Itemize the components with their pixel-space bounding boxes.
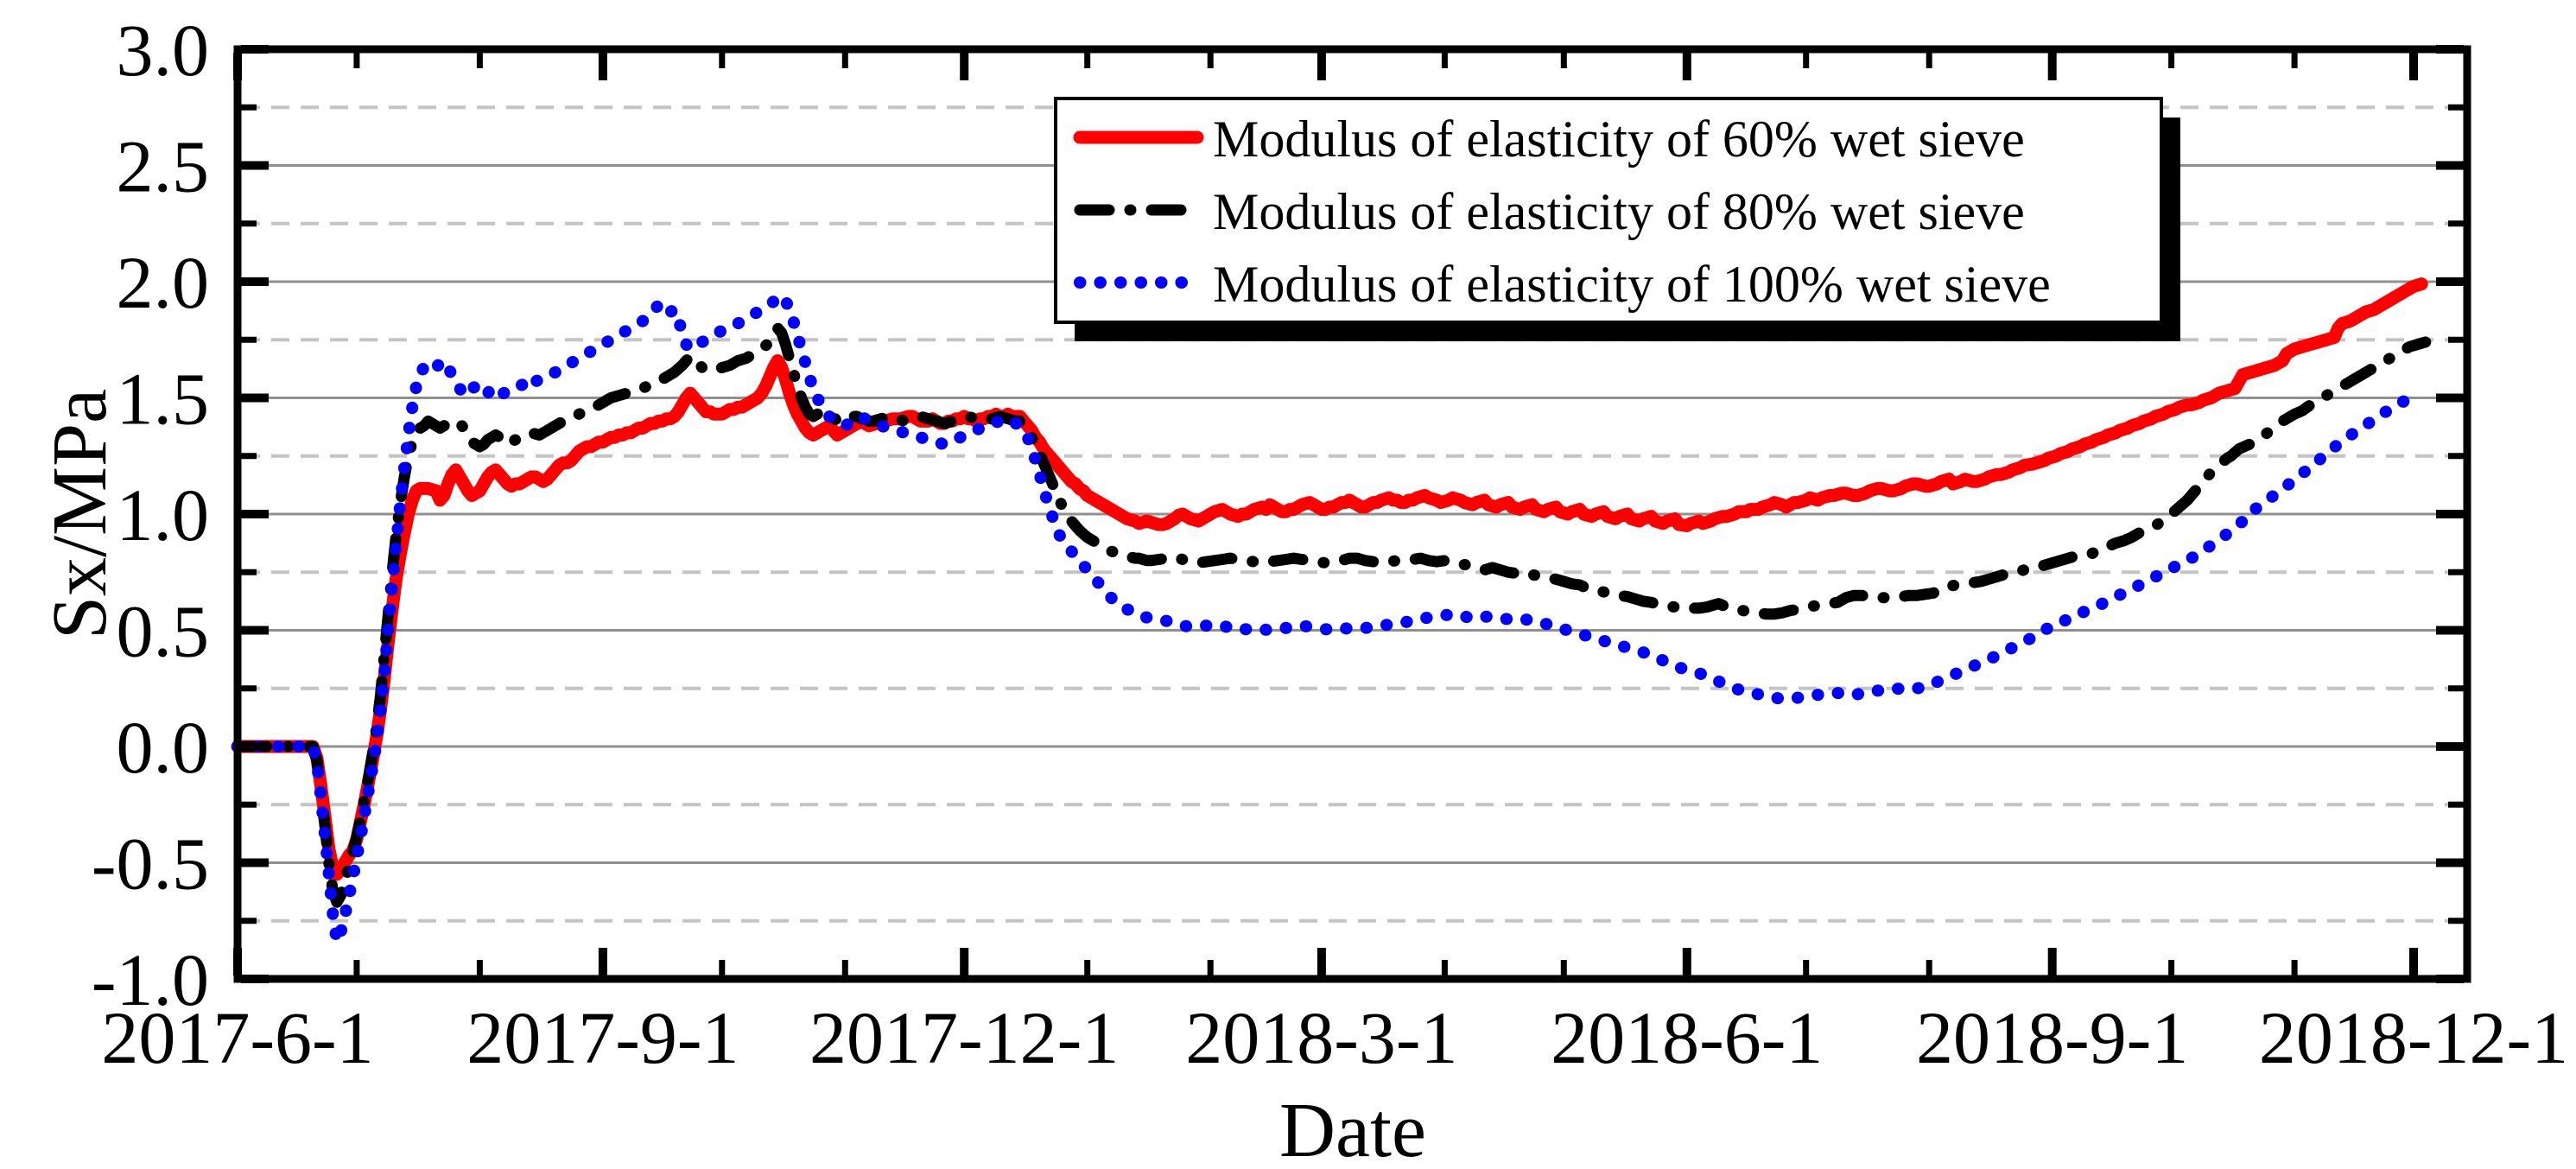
- legend: Modulus of elasticity of 60% wet sieve M…: [1054, 97, 2180, 341]
- legend-label-60-wet-sieve: Modulus of elasticity of 60% wet sieve: [1213, 111, 2025, 168]
- y-tick-label: 0.0: [117, 706, 210, 789]
- x-axis-title: Date: [1279, 1088, 1426, 1169]
- y-tick-label: 1.0: [117, 473, 210, 556]
- data-series: [231, 277, 2432, 948]
- y-tick-label: 3.0: [117, 9, 210, 92]
- x-tick-label: 2017-12-1: [809, 996, 1119, 1079]
- legend-label-100-wet-sieve: Modulus of elasticity of 100% wet sieve: [1213, 256, 2051, 313]
- x-tick-label: 2017-9-1: [466, 996, 739, 1079]
- axis-tick-labels: 2017-6-1 2017-9-1 2017-12-1 2018-3-1 2018-6-…: [92, 9, 2568, 1079]
- series-line-2: [232, 289, 2416, 948]
- axis-ticks: [233, 45, 2464, 983]
- series-line-0: [231, 277, 2428, 881]
- legend-label-80-wet-sieve: Modulus of elasticity of 80% wet sieve: [1213, 183, 2025, 240]
- x-tick-label: 2018-9-1: [1916, 996, 2188, 1079]
- x-tick-label: 2018-3-1: [1185, 996, 1457, 1079]
- y-tick-label: 1.5: [117, 358, 210, 441]
- y-tick-label: 2.5: [117, 125, 210, 208]
- y-tick-label: 0.5: [117, 590, 210, 673]
- plot-border: [233, 45, 2471, 983]
- y-tick-label: -0.5: [92, 823, 209, 905]
- y-tick-label: -1.0: [92, 938, 209, 1021]
- y-axis-title: Sx/MPa: [37, 389, 123, 639]
- series-line-1: [232, 322, 2432, 908]
- legend-box: [1054, 97, 2163, 324]
- x-tick-label: 2018-6-1: [1551, 996, 1823, 1079]
- x-tick-label: 2018-12-1: [2259, 996, 2568, 1079]
- x-tick-label: 2017-6-1: [101, 996, 373, 1079]
- y-tick-label: 2.0: [117, 241, 210, 324]
